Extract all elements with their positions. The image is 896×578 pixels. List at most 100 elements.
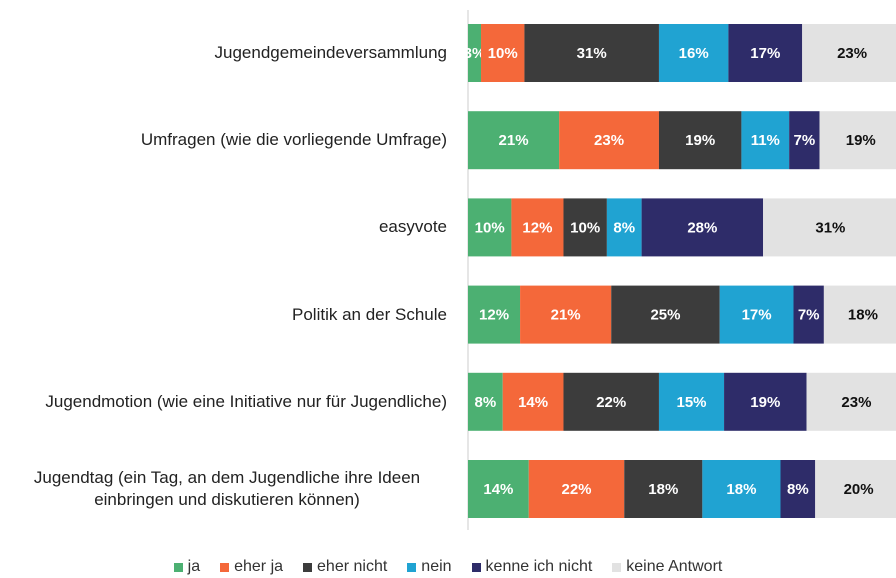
- legend-label: ja: [187, 558, 201, 575]
- data-label: 31%: [815, 219, 845, 236]
- bar-segment: [728, 24, 803, 82]
- bar-segment: [815, 460, 896, 518]
- data-label: 8%: [613, 219, 635, 236]
- bar-segment: [719, 285, 794, 344]
- bar-segment: [823, 285, 896, 344]
- data-label: 23%: [841, 394, 871, 411]
- bar-segment: [606, 198, 642, 257]
- bar-segment: [528, 460, 625, 518]
- data-label: 22%: [596, 394, 626, 411]
- category-text: easyvote: [378, 217, 447, 237]
- bar-segment: [724, 372, 807, 431]
- legend-item: nein: [407, 558, 452, 576]
- bar-segment: [559, 111, 659, 170]
- bar-segment: [468, 372, 503, 431]
- category-label: easyvote: [0, 197, 447, 257]
- bar-segment: [819, 111, 896, 170]
- data-label: 19%: [685, 132, 715, 149]
- bar-segment: [793, 285, 824, 344]
- bar-segment: [502, 372, 564, 431]
- bar-segment: [511, 198, 564, 257]
- data-label: 8%: [787, 481, 809, 498]
- bar-segment: [520, 285, 612, 344]
- bar-segment: [468, 198, 512, 257]
- bar-segment: [611, 285, 720, 344]
- legend-item: keine Antwort: [612, 558, 722, 576]
- data-label: 25%: [650, 307, 680, 324]
- legend-swatch: [173, 562, 183, 572]
- data-label: 14%: [483, 481, 513, 498]
- legend-swatch: [612, 562, 622, 572]
- bar-segment: [780, 460, 816, 518]
- data-label: 23%: [837, 45, 867, 62]
- category-label: Jugendgemeindeversammlung: [0, 23, 447, 83]
- data-label: 8%: [475, 394, 497, 411]
- category-text: Politik an der Schule: [292, 304, 447, 324]
- data-label: 10%: [570, 219, 600, 236]
- legend-item: kenne ich nicht: [471, 558, 593, 576]
- legend-item: eher nicht: [303, 558, 387, 576]
- category-text: Jugendtag (ein Tag, an dem Jugendliche i…: [33, 468, 421, 509]
- data-label: 15%: [676, 394, 706, 411]
- bar-segment: [806, 372, 896, 431]
- bar-segment: [563, 372, 659, 431]
- legend-item: ja: [173, 558, 201, 576]
- bar-segment: [741, 111, 790, 170]
- data-label: 20%: [844, 481, 874, 498]
- bar-segment: [802, 24, 896, 82]
- bar-segment: [658, 24, 729, 82]
- data-label: 23%: [594, 132, 624, 149]
- legend-label: kenne ich nicht: [485, 558, 593, 575]
- bar-segment: [524, 24, 659, 82]
- category-text: Umfragen (wie die vorliegende Umfrage): [140, 130, 447, 150]
- bar-segment: [468, 111, 560, 170]
- legend: ja eher ja eher nicht nein kenne ich nicht ke…: [0, 558, 896, 576]
- data-label: 28%: [687, 219, 717, 236]
- data-label: 18%: [848, 307, 878, 324]
- bar-segment: [658, 111, 742, 170]
- data-label: 10%: [488, 45, 518, 62]
- chart: 3% 10% 31% 16% 17% 23%21% 23% 19% 11% 7% 19%10% 12%…: [464, 10, 896, 530]
- data-label: 14%: [518, 394, 548, 411]
- category-label: Umfragen (wie die vorliegende Umfrage): [0, 110, 447, 170]
- legend-swatch: [303, 562, 313, 572]
- data-label: 21%: [499, 132, 529, 149]
- legend-label: eher nicht: [317, 558, 388, 575]
- data-label: 21%: [551, 307, 581, 324]
- bar-segment: [468, 460, 529, 518]
- bar-segment: [468, 24, 482, 82]
- category-label: Jugendmotion (wie eine Initiative nur fü…: [0, 372, 447, 432]
- data-label: 3%: [464, 45, 486, 62]
- legend-label: nein: [421, 558, 452, 575]
- data-label: 12%: [522, 219, 552, 236]
- data-label: 12%: [479, 307, 509, 324]
- category-label: Politik an der Schule: [0, 285, 447, 345]
- bar-segment: [702, 460, 781, 518]
- data-label: 17%: [750, 45, 780, 62]
- data-label: 17%: [742, 307, 772, 324]
- bar-segment: [641, 198, 764, 257]
- data-label: 16%: [679, 45, 709, 62]
- data-label: 18%: [648, 481, 678, 498]
- bar-segment: [563, 198, 607, 257]
- data-label: 7%: [798, 307, 820, 324]
- data-label: 19%: [846, 132, 876, 149]
- legend-swatch: [471, 562, 481, 572]
- legend-label: keine Antwort: [626, 558, 723, 575]
- legend-swatch: [220, 562, 230, 572]
- data-label: 11%: [751, 132, 780, 149]
- bar-segment: [624, 460, 703, 518]
- bar-segment: [481, 24, 525, 82]
- bar-segment: [468, 285, 521, 344]
- bar-segment: [789, 111, 820, 170]
- bar-segment: [763, 198, 896, 257]
- legend-label: eher ja: [234, 558, 284, 575]
- category-text: Jugendmotion (wie eine Initiative nur fü…: [45, 391, 447, 411]
- data-label: 22%: [561, 481, 591, 498]
- legend-swatch: [407, 562, 417, 572]
- category-label: Jugendtag (ein Tag, an dem Jugendliche i…: [0, 459, 447, 519]
- category-text: Jugendgemeindeversammlung: [214, 43, 447, 62]
- data-label: 18%: [726, 481, 756, 498]
- legend-item: eher ja: [220, 558, 283, 576]
